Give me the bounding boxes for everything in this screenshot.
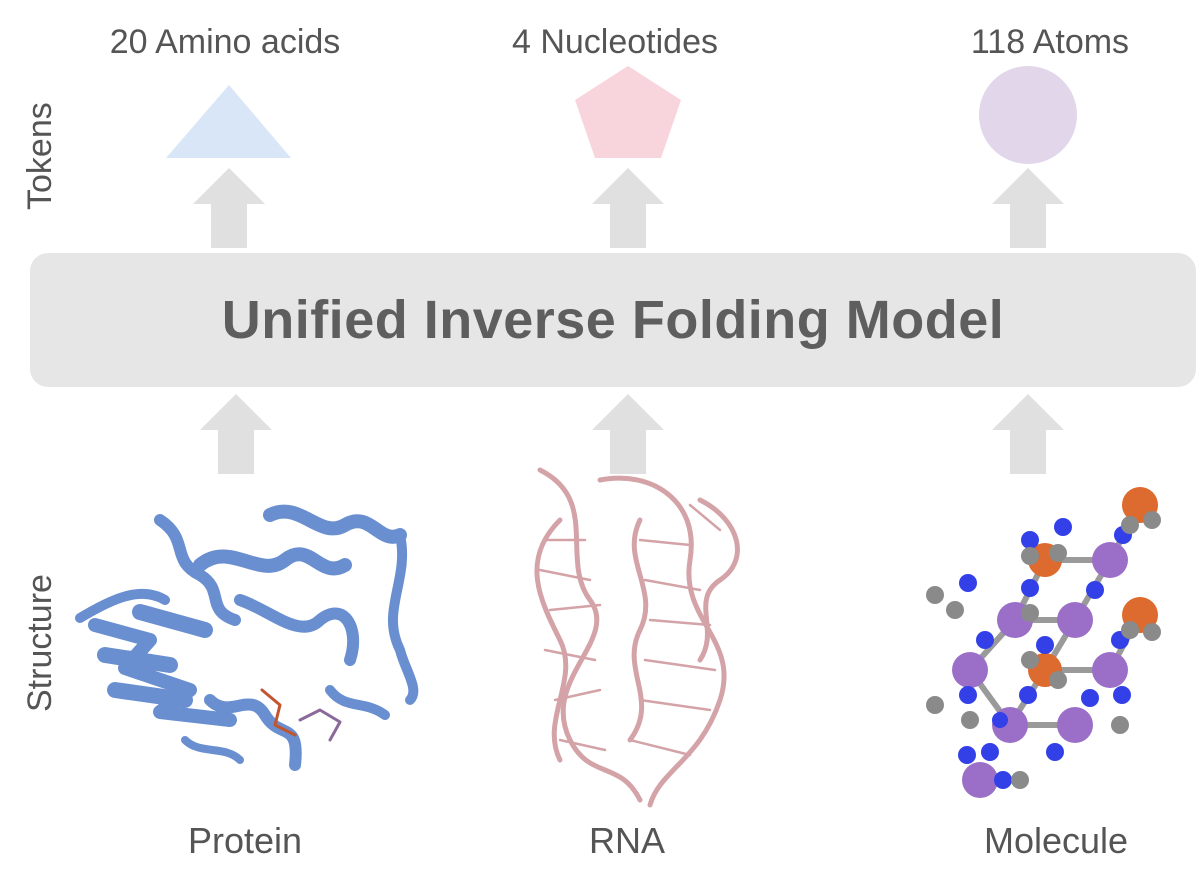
up-arrow-icon [592, 394, 664, 474]
molecule-structure-image [926, 487, 1161, 798]
molecule-label: Molecule [983, 820, 1129, 861]
rna-token-label: 4 Nucleotides [511, 23, 718, 61]
pentagon-icon [575, 66, 681, 158]
circle-icon [979, 66, 1077, 164]
up-arrow-icon [200, 394, 272, 474]
protein-structure-image [75, 504, 419, 771]
molecule-token-label: 118 Atoms [970, 23, 1130, 61]
rna-label: RNA [588, 820, 665, 861]
up-arrow-icon [992, 394, 1064, 474]
protein-token-label: 20 Amino acids [109, 23, 341, 61]
arrows-top [193, 168, 1064, 248]
up-arrow-icon [193, 168, 265, 248]
rna-structure-image [534, 467, 740, 808]
up-arrow-icon [992, 168, 1064, 248]
up-arrow-icon [592, 168, 664, 248]
model-title: Unified Inverse Folding Model [221, 290, 1005, 350]
protein-label: Protein [187, 820, 303, 861]
unified-model-box: Unified Inverse Folding Model [30, 253, 1196, 387]
triangle-icon [166, 85, 291, 158]
arrows-bottom [200, 394, 1064, 474]
